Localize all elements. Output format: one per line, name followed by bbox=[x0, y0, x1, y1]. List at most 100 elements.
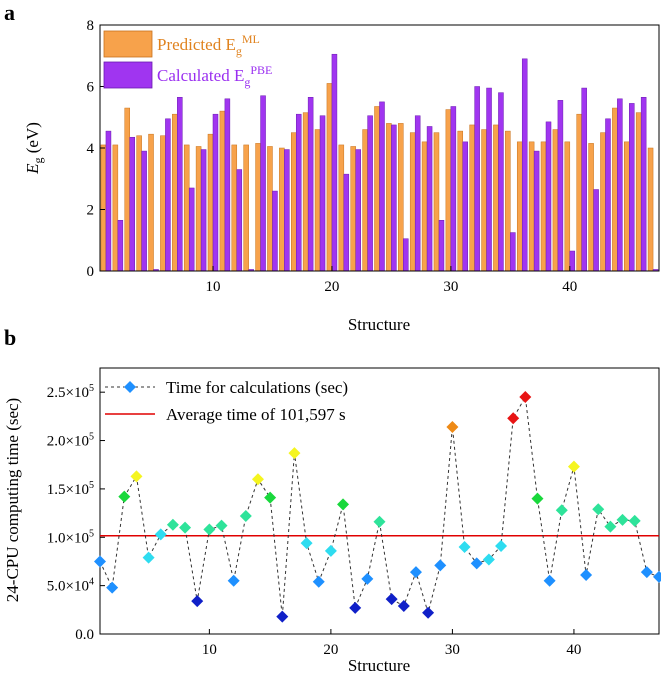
calculated-bar-22 bbox=[355, 149, 361, 272]
legend-time-label: Time for calculations (sec) bbox=[166, 378, 348, 397]
predicted-bar-29 bbox=[433, 132, 440, 272]
predicted-bar-42 bbox=[588, 143, 594, 272]
time-point-2 bbox=[106, 581, 119, 594]
panel-b-y-tick-label: 1.0×105 bbox=[47, 528, 94, 546]
calculated-bar-27 bbox=[414, 115, 421, 272]
predicted-bar-12 bbox=[231, 144, 238, 272]
panel-b-label: b bbox=[4, 325, 16, 350]
predicted-bar-28 bbox=[421, 141, 428, 272]
time-point-27 bbox=[409, 566, 422, 579]
calculated-bar-30 bbox=[450, 106, 457, 272]
predicted-bar-4 bbox=[136, 135, 142, 272]
time-point-43 bbox=[604, 520, 617, 533]
calculated-bar-39 bbox=[557, 100, 564, 272]
time-point-10 bbox=[203, 523, 216, 536]
panel-a-x-tick-label: 10 bbox=[205, 279, 220, 295]
time-point-37 bbox=[531, 492, 544, 505]
calculated-bar-7 bbox=[177, 97, 183, 272]
calculated-bar-36 bbox=[521, 58, 528, 272]
time-point-31 bbox=[458, 540, 471, 553]
panel-b-y-ticks: 0.0 5.0×104 1.0×105 1.5×105 2.0×105 2.5×105 bbox=[47, 383, 105, 643]
panel-a-y-tick-label: 2 bbox=[87, 203, 95, 219]
predicted-bar-39 bbox=[552, 129, 559, 272]
time-point-23 bbox=[361, 572, 374, 585]
panel-b-x-tick-label: 40 bbox=[566, 642, 581, 658]
predicted-bar-5 bbox=[148, 133, 154, 272]
calculated-bar-34 bbox=[498, 92, 504, 272]
time-point-22 bbox=[349, 601, 362, 614]
calculated-bar-16 bbox=[284, 149, 290, 272]
calculated-bar-38 bbox=[545, 121, 552, 272]
time-point-42 bbox=[592, 503, 605, 516]
time-point-33 bbox=[482, 553, 495, 566]
predicted-bar-44 bbox=[612, 107, 618, 272]
time-point-36 bbox=[519, 391, 532, 404]
predicted-bar-21 bbox=[338, 144, 345, 272]
panel-b-x-ticks: 10 20 30 40 bbox=[202, 629, 581, 658]
time-point-19 bbox=[312, 575, 325, 588]
calculated-bar-12 bbox=[236, 169, 243, 272]
time-point-21 bbox=[337, 498, 350, 511]
calculated-bar-15 bbox=[272, 190, 278, 272]
predicted-bar-14 bbox=[255, 143, 261, 272]
time-point-7 bbox=[166, 518, 179, 531]
time-point-8 bbox=[179, 521, 192, 534]
predicted-bar-13 bbox=[243, 144, 249, 272]
calculated-bar-42 bbox=[593, 189, 599, 272]
predicted-bar-19 bbox=[314, 129, 321, 272]
legend-predicted-label: Predicted EgML bbox=[157, 32, 260, 58]
time-point-18 bbox=[300, 537, 313, 550]
calculated-bar-18 bbox=[307, 97, 314, 272]
time-point-16 bbox=[276, 610, 289, 623]
time-point-39 bbox=[555, 504, 568, 517]
time-point-5 bbox=[142, 551, 155, 564]
calculated-bar-10 bbox=[212, 113, 219, 272]
time-point-41 bbox=[580, 568, 593, 581]
calculated-bar-28 bbox=[426, 126, 433, 272]
time-point-12 bbox=[227, 574, 240, 587]
time-point-4 bbox=[130, 470, 143, 483]
time-point-32 bbox=[470, 557, 483, 570]
predicted-bar-31 bbox=[457, 130, 464, 272]
legend-time-marker bbox=[124, 381, 136, 393]
time-point-15 bbox=[264, 491, 277, 504]
time-point-34 bbox=[495, 539, 508, 552]
time-point-24 bbox=[373, 515, 386, 528]
calculated-bar-1 bbox=[105, 130, 112, 272]
predicted-bar-1 bbox=[100, 144, 107, 272]
predicted-bar-38 bbox=[540, 141, 547, 272]
time-point-35 bbox=[507, 412, 520, 425]
calculated-bar-46 bbox=[640, 97, 647, 272]
time-point-25 bbox=[385, 593, 398, 606]
panel-b-x-tick-label: 10 bbox=[202, 642, 217, 658]
predicted-bar-18 bbox=[302, 112, 309, 272]
calculated-bar-11 bbox=[224, 98, 231, 272]
panel-a-x-tick-label: 20 bbox=[324, 279, 339, 295]
calculated-bar-45 bbox=[629, 103, 635, 272]
predicted-bar-3 bbox=[124, 107, 130, 272]
panel-b-y-tick-label: 0.0 bbox=[75, 627, 94, 643]
calculated-bar-17 bbox=[295, 113, 302, 272]
panel-a-x-ticks: 10 20 30 40 bbox=[205, 266, 577, 295]
panel-b-y-tick-label: 1.5×105 bbox=[47, 480, 94, 498]
calculated-bar-2 bbox=[117, 220, 124, 272]
predicted-bar-8 bbox=[183, 144, 190, 272]
predicted-bar-26 bbox=[398, 123, 404, 272]
predicted-bar-46 bbox=[635, 112, 642, 272]
predicted-bar-30 bbox=[445, 109, 452, 272]
panel-b-x-tick-label: 30 bbox=[445, 642, 460, 658]
panel-b-y-tick-label: 2.5×105 bbox=[47, 383, 94, 401]
calculated-bar-21 bbox=[343, 173, 350, 272]
calculated-bar-32 bbox=[474, 86, 480, 272]
calculated-bar-4 bbox=[141, 150, 147, 272]
panel-a-y-tick-label: 6 bbox=[87, 80, 95, 96]
calculated-bar-20 bbox=[331, 53, 338, 272]
time-point-17 bbox=[288, 447, 301, 460]
predicted-bar-32 bbox=[469, 124, 475, 272]
calculated-bar-23 bbox=[367, 115, 373, 272]
calculated-bar-41 bbox=[581, 87, 587, 272]
legend-predicted-swatch bbox=[103, 30, 153, 58]
panel-b-y-tick-label: 2.0×105 bbox=[47, 432, 94, 450]
panel-a-x-tick-label: 30 bbox=[443, 279, 458, 295]
time-point-30 bbox=[446, 421, 459, 434]
